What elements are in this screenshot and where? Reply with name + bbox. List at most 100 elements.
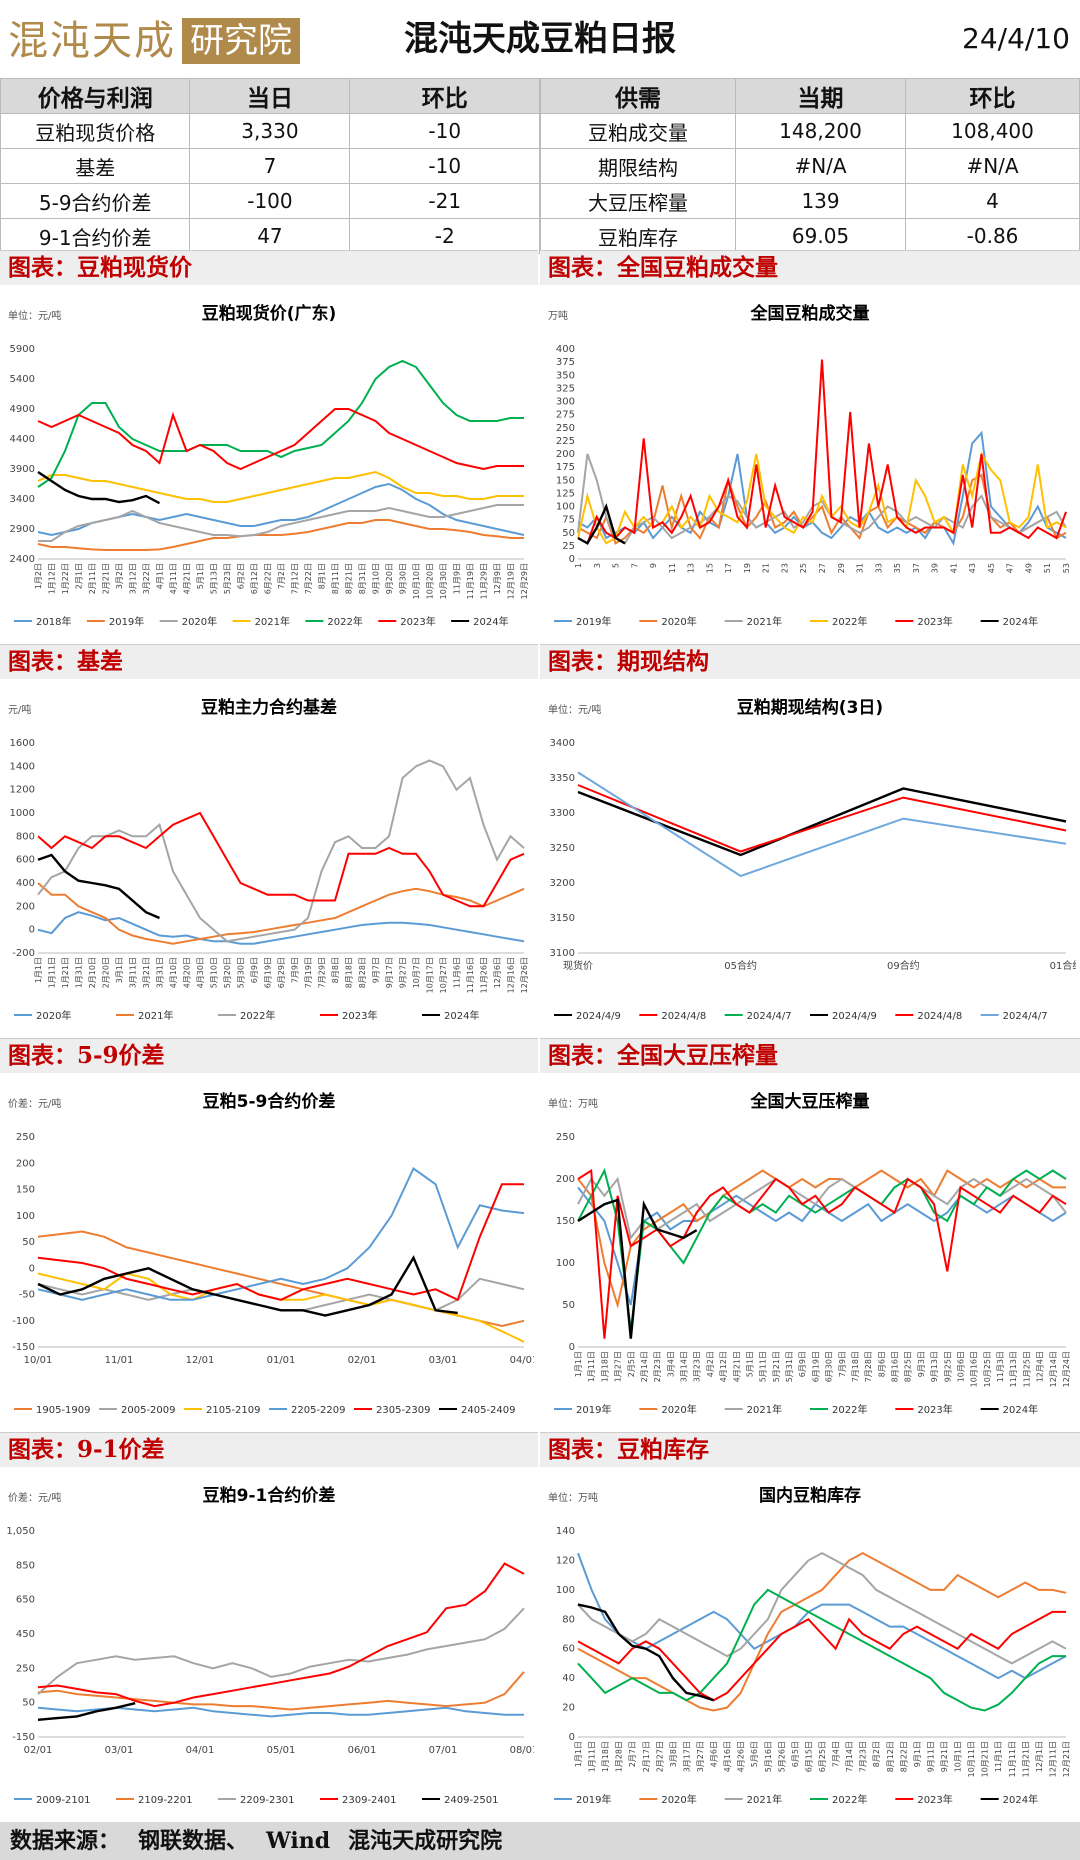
y-tick-label: 400 (16, 878, 35, 889)
table-cell: 3,330 (189, 113, 351, 149)
y-tick-label: 0 (29, 925, 35, 936)
x-tick-label: 1月11日 (588, 1741, 597, 1772)
x-tick-label: 12月14日 (1049, 1351, 1058, 1387)
y-tick-label: 50 (562, 528, 575, 539)
x-tick-label: 7月9日 (291, 957, 300, 983)
y-tick-label: 300 (556, 397, 575, 408)
x-tick-label: 19 (743, 563, 752, 573)
panel-title: 图表：全国豆粕成交量 (540, 251, 1080, 285)
series-line-2024/4/8 (577, 784, 1067, 853)
series-line-2023年 (577, 1168, 1067, 1339)
x-tick-label: 6月25日 (818, 1741, 827, 1772)
y-tick-label: 25 (562, 541, 575, 552)
series-line-2109-2201 (37, 1671, 525, 1711)
chart-unit: 单位：元/吨 (8, 309, 61, 322)
x-tick-label: 39 (931, 563, 940, 573)
x-tick-label: 12月16日 (507, 957, 516, 993)
legend-label: 2024/4/7 (1003, 1011, 1048, 1022)
x-tick-label: 11月9日 (453, 563, 462, 594)
x-tick-label: 5月1日 (745, 1351, 754, 1377)
x-tick-label: 35 (893, 563, 902, 573)
chart-title: 豆粕现货价(广东) (202, 303, 337, 324)
table-header: 环比 (905, 78, 1080, 114)
y-tick-label: -150 (12, 1342, 35, 1353)
series-line-2020年 (577, 473, 1067, 545)
footer-source: 混沌天成研究院 (348, 1828, 503, 1854)
x-tick-label: 11/01 (105, 1355, 134, 1366)
legend-label: 2024/4/9 (832, 1011, 877, 1022)
chart-unit: 价差：元/吨 (8, 1491, 61, 1504)
table-row: 9-1合约价差 47 -2 (0, 218, 540, 254)
x-tick-label: 11月25日 (1022, 1351, 1031, 1387)
y-tick-label: 400 (556, 344, 575, 355)
series-line-2022年 (37, 759, 525, 943)
series-line-2205-2209 (37, 1166, 525, 1301)
x-tick-label: 2月17日 (642, 1741, 651, 1772)
x-tick-label: 51 (1043, 563, 1052, 573)
y-tick-label: 225 (556, 436, 575, 447)
y-tick-label: 175 (556, 462, 575, 473)
x-tick-label: 37 (912, 563, 921, 573)
table-cell: -10 (349, 113, 540, 149)
legend-label: 2020年 (661, 615, 696, 628)
series-line-2023年 (37, 811, 525, 908)
x-tick-label: 10/01 (24, 1355, 53, 1366)
legend-label: 2023年 (917, 615, 952, 628)
panel-inventory: 图表：豆粕库存 国内豆粕库存 单位：万吨 0 20 40 60 80 100 120 140 1月1… (540, 1432, 1080, 1823)
series-line-2021年 (37, 470, 524, 503)
chart-title: 全国大豆压榨量 (750, 1091, 870, 1112)
table-cell: 7 (189, 148, 351, 184)
x-tick-label: 01/01 (267, 1355, 296, 1366)
table-cell: 豆粕现货价格 (0, 113, 191, 149)
x-tick-label: 31 (856, 563, 865, 573)
x-tick-label: 11月26日 (480, 957, 489, 993)
x-tick-label: 3月22日 (142, 563, 151, 594)
x-tick-label: 11月3日 (996, 1351, 1005, 1382)
chart-unit: 单位：万吨 (548, 1097, 598, 1110)
panel-crush: 图表：全国大豆压榨量 全国大豆压榨量 单位：万吨 0 50 100 150 200 250 1月… (540, 1038, 1080, 1431)
series-line-2020年 (37, 911, 525, 945)
panel-spot-price: 图表：豆粕现货价 豆粕现货价(广东) 单位：元/吨 2400 2900 3400 3900… (0, 250, 538, 643)
x-tick-label: 10月7日 (412, 957, 421, 988)
x-tick-label: 8月16日 (891, 1351, 900, 1382)
y-tick-label: 150 (556, 1216, 575, 1227)
panel-title: 图表：基差 (0, 645, 538, 679)
panel-volume: 图表：全国豆粕成交量 全国豆粕成交量 万吨 0 25 50 75 100 125 150 175 2… (540, 250, 1080, 643)
x-tick-label: 05/01 (267, 1745, 296, 1756)
table-cell: 9-1合约价差 (0, 218, 191, 254)
x-tick-label: 9月25日 (943, 1351, 952, 1382)
chart-title: 豆粕9-1合约价差 (203, 1485, 336, 1506)
legend-label: 2020年 (661, 1793, 696, 1806)
x-tick-label: 3月11日 (129, 957, 138, 988)
series-line-2022年 (37, 359, 524, 488)
table-cell: -10 (349, 148, 540, 184)
series-line-2018年 (37, 482, 525, 537)
y-tick-label: 0 (29, 1263, 35, 1274)
y-tick-label: 850 (16, 1560, 35, 1571)
x-tick-label: 06/01 (348, 1745, 377, 1756)
x-tick-label: 1月31日 (75, 957, 84, 988)
y-tick-label: 600 (16, 855, 35, 866)
x-tick-label: 5月10日 (210, 957, 219, 988)
table-row: 5-9合约价差 -100 -21 (0, 183, 540, 219)
x-tick-label: 04/01 (510, 1355, 534, 1366)
y-tick-label: 1,050 (6, 1526, 35, 1537)
x-tick-label: 10月17日 (426, 957, 435, 993)
x-tick-label: 2月1日 (75, 563, 84, 589)
x-tick-label: 6月19日 (811, 1351, 820, 1382)
x-tick-label: 6月22日 (264, 563, 273, 594)
x-tick-label: 3月2日 (115, 563, 124, 589)
logo-text-b: 研究院 (182, 18, 300, 64)
x-tick-label: 02/01 (24, 1745, 53, 1756)
legend-label: 2024/4/9 (576, 1011, 621, 1022)
legend-label: 2405-2409 (461, 1405, 516, 1416)
y-tick-label: 5400 (10, 374, 35, 385)
x-tick-label: 4月26日 (737, 1741, 746, 1772)
x-tick-label: 7月14日 (845, 1741, 854, 1772)
table-row: 期限结构 #N/A #N/A (539, 148, 1080, 184)
series-line-2019年 (37, 519, 524, 551)
x-tick-label: 8月31日 (358, 563, 367, 594)
x-tick-label: 8月1日 (318, 563, 327, 589)
x-tick-label: 4月11日 (169, 563, 178, 594)
x-tick-label: 1月18日 (600, 1351, 609, 1382)
